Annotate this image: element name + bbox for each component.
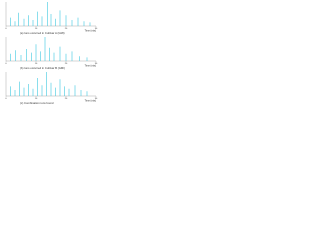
x-axis-label: Time (min) — [85, 30, 97, 33]
x-tick-label: 10 — [35, 98, 38, 100]
panel-caption: (b) Ions occurred in Cultivar B (GMI) — [20, 66, 65, 70]
x-tick-label: 20 — [65, 98, 68, 100]
x-tick-label: 0 — [5, 98, 7, 100]
x-tick-label: 10 — [35, 63, 38, 65]
x-tick-label: 30 — [95, 28, 98, 30]
x-axis-label: Time (min) — [85, 100, 97, 103]
x-tick-label: 30 — [95, 63, 98, 65]
x-tick-label: 0 — [5, 28, 7, 30]
x-axis-label: Time (min) — [85, 65, 97, 68]
x-tick-label: 10 — [35, 28, 38, 30]
panel-caption: (c) Combination ions found — [20, 101, 54, 105]
x-tick-label: 20 — [65, 28, 68, 30]
x-tick-label: 30 — [95, 98, 98, 100]
panel-caption: (a) Ions occurred in Cultivar A (GMI) — [20, 31, 65, 35]
x-tick-label: 0 — [5, 63, 7, 65]
x-tick-label: 20 — [65, 63, 68, 65]
